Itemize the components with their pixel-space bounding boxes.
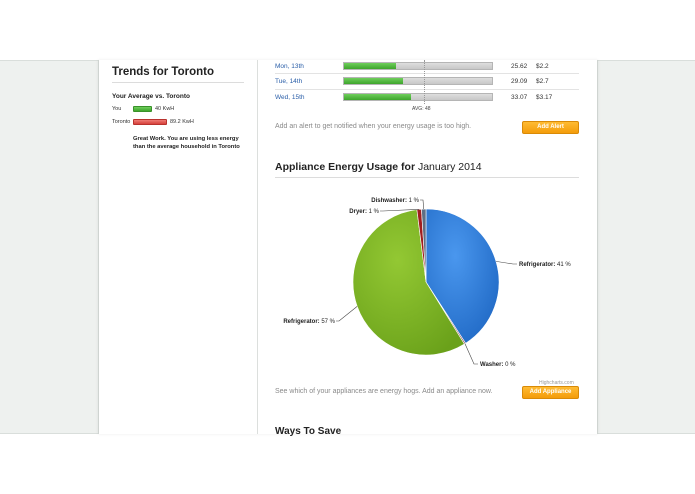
alert-note: Add an alert to get notified when your e… (275, 123, 472, 130)
pie-connector (336, 306, 358, 322)
pie-label: Refrigerator: 41 % (519, 262, 571, 268)
appliance-title-period: January 2014 (417, 161, 482, 173)
comparison-value: 40 KwH (155, 106, 175, 112)
usage-bar-fill (344, 94, 411, 100)
comparison-row-you: You 40 KwH (112, 105, 244, 113)
pie-connector (380, 209, 420, 212)
toronto-usage-bar (133, 119, 167, 125)
row-divider (275, 73, 579, 74)
content-frame (98, 60, 598, 434)
pie-slice-refrigerator[interactable] (352, 209, 465, 356)
usage-bar-fill (344, 78, 404, 84)
day-link[interactable]: Mon, 13th (275, 63, 304, 70)
appliance-pie-chart: Refrigerator: 41 % Washer: 0 % Refrigerato… (283, 198, 571, 368)
column-divider (257, 60, 258, 434)
usage-cost: $3.17 (536, 94, 553, 101)
average-label: AVG: 48 (412, 106, 431, 112)
you-usage-bar (133, 106, 152, 112)
usage-bar-track (343, 62, 493, 70)
usage-kwh: 29.09 (511, 78, 528, 85)
pie-label: Dryer: 1 % (349, 209, 379, 215)
daily-usage-row: Tue, 14th 29.09 $2.7 (275, 75, 579, 91)
trends-title: Trends for Toronto (112, 66, 244, 83)
daily-usage-row: Wed, 15th 33.07 $3.17 (275, 91, 579, 107)
pie-label: Washer: 0 % (480, 362, 516, 368)
section-rule (275, 177, 579, 178)
usage-kwh: 33.07 (511, 94, 528, 101)
trends-sidebar: Trends for Toronto Your Average vs. Toro… (112, 66, 244, 152)
usage-kwh: 25.62 (511, 63, 528, 70)
pie-label: Refrigerator: 57 % (283, 319, 335, 325)
pie-slice-dishwasher[interactable] (421, 208, 427, 283)
ways-to-save-title: Ways To Save (275, 426, 342, 437)
appliance-note: See which of your appliances are energy … (275, 388, 493, 395)
pie-connector (464, 343, 478, 365)
comparison-value: 89.2 KwH (170, 119, 194, 125)
day-link[interactable]: Tue, 14th (275, 78, 303, 85)
usage-cost: $2.7 (536, 78, 549, 85)
average-marker-line (424, 60, 425, 104)
comparison-row-toronto: Toronto 89.2 KwH (112, 118, 244, 126)
daily-usage-row: Mon, 13th 25.62 $2.2 (275, 60, 579, 76)
day-link[interactable]: Wed, 15th (275, 94, 305, 101)
chart-credit: Highcharts.com (539, 380, 574, 386)
add-alert-button[interactable]: Add Alert (522, 121, 579, 134)
appliance-section-title: Appliance Energy Usage for January 2014 (275, 161, 482, 173)
pie-label: Dishwasher: 1 % (371, 198, 419, 204)
average-comparison-heading: Your Average vs. Toronto (112, 93, 191, 100)
appliance-title-prefix: Appliance Energy Usage for (275, 161, 416, 173)
usage-bar-track (343, 77, 493, 85)
comparison-message: Great Work. You are using less energy th… (133, 136, 240, 150)
pie-connector (420, 199, 425, 210)
usage-bar-fill (344, 63, 396, 69)
comparison-label: You (112, 106, 122, 112)
usage-bar-track (343, 93, 493, 101)
pie-connector (495, 261, 517, 265)
comparison-label: Toronto (112, 119, 131, 125)
usage-cost: $2.2 (536, 63, 549, 70)
add-appliance-button[interactable]: Add Appliance (522, 386, 579, 399)
row-divider (275, 89, 579, 90)
